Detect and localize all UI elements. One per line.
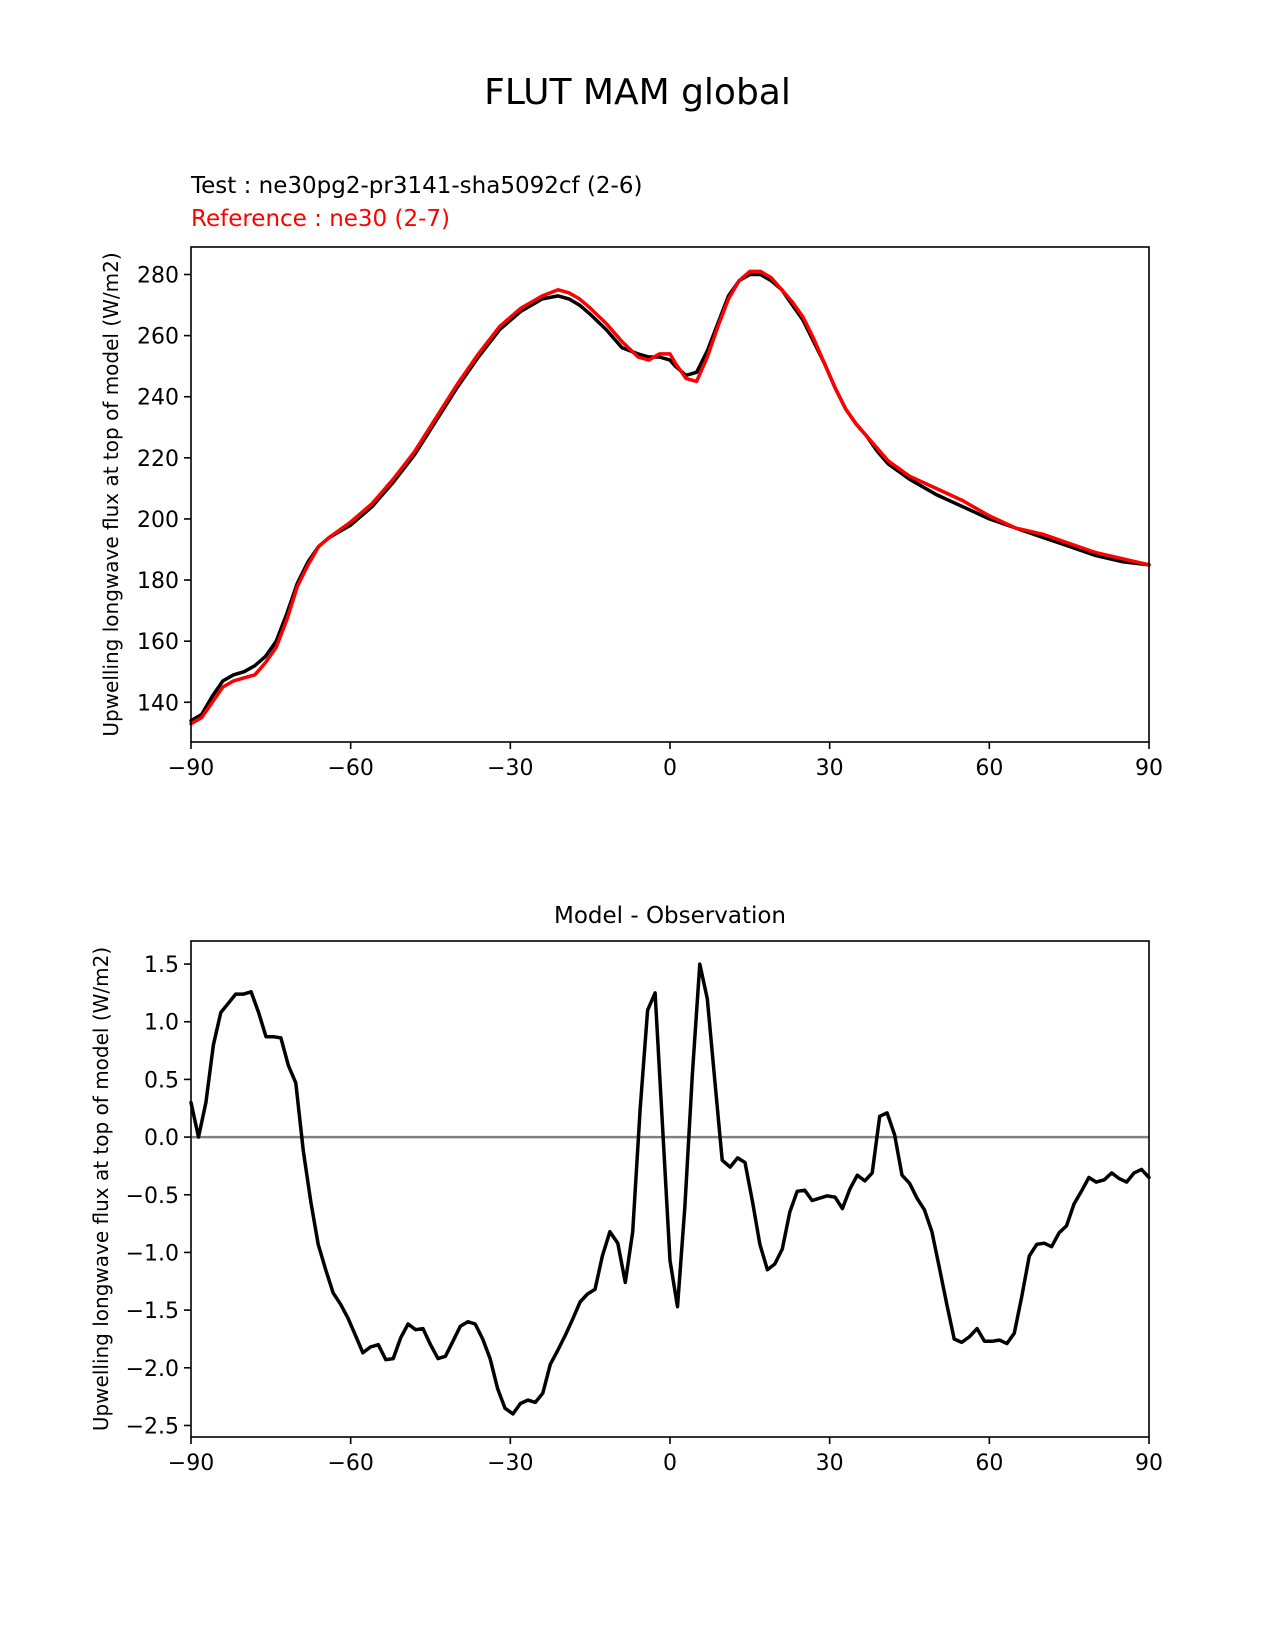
x-tick-label: 90 (1135, 756, 1163, 781)
y-tick-label: −1.0 (126, 1241, 179, 1266)
x-tick-label: −90 (168, 1451, 214, 1476)
y-tick-label: 0.0 (144, 1126, 179, 1151)
y-tick-label: 0.5 (144, 1068, 179, 1093)
difference-panel: −90 −60 −30 0 30 60 90 −2.5 −2.0 −1.5 −1.0 −0.5 0.0 0… (89, 940, 1163, 1476)
x-tick-label: 30 (816, 756, 844, 781)
legend-reference-label: Reference : ne30 (2-7) (191, 206, 451, 232)
zonal-mean-panel: −90 −60 −30 0 30 60 90 140 160 180 200 220 240 260 280… (99, 246, 1163, 781)
x-tick-label: 0 (663, 1451, 677, 1476)
axes-frame (190, 940, 1150, 1438)
x-tick-label: −60 (327, 1451, 373, 1476)
x-tick-label: −30 (487, 1451, 533, 1476)
y-tick-label: −2.5 (126, 1414, 179, 1439)
x-tick-label: 60 (975, 756, 1003, 781)
y-tick-label: 220 (137, 447, 179, 472)
y-tick-label: −1.5 (126, 1299, 179, 1324)
reference-series-line (189, 269, 1151, 726)
y-tick-label: 260 (137, 325, 179, 350)
x-tick-label: 0 (663, 756, 677, 781)
difference-series-line (189, 962, 1151, 1416)
y-tick-label: −0.5 (126, 1184, 179, 1209)
x-tick-label: −30 (487, 756, 533, 781)
difference-panel-title: Model - Observation (553, 903, 787, 929)
x-tick-label: −60 (327, 756, 373, 781)
y-tick-label: 1.0 (144, 1011, 179, 1036)
x-tick-label: −90 (168, 756, 214, 781)
y-axis-label: Upwelling longwave flux at top of model … (99, 252, 123, 736)
axes-frame (190, 246, 1150, 743)
figure-title: FLUT MAM global (484, 72, 791, 113)
y-tick-label: 240 (137, 386, 179, 411)
test-series-line (189, 272, 1151, 723)
x-tick-label: 90 (1135, 1451, 1163, 1476)
legend-test-label: Test : ne30pg2-pr3141-sha5092cf (2-6) (191, 173, 643, 199)
x-tick-label: 30 (816, 1451, 844, 1476)
y-tick-label: −2.0 (126, 1357, 179, 1382)
y-tick-label: 1.5 (144, 953, 179, 978)
y-tick-label: 200 (137, 508, 179, 533)
y-tick-label: 180 (137, 569, 179, 594)
y-tick-label: 140 (137, 691, 179, 716)
y-tick-label: 280 (137, 264, 179, 289)
y-tick-label: 160 (137, 630, 179, 655)
y-axis-label: Upwelling longwave flux at top of model … (89, 947, 113, 1431)
x-tick-label: 60 (975, 1451, 1003, 1476)
